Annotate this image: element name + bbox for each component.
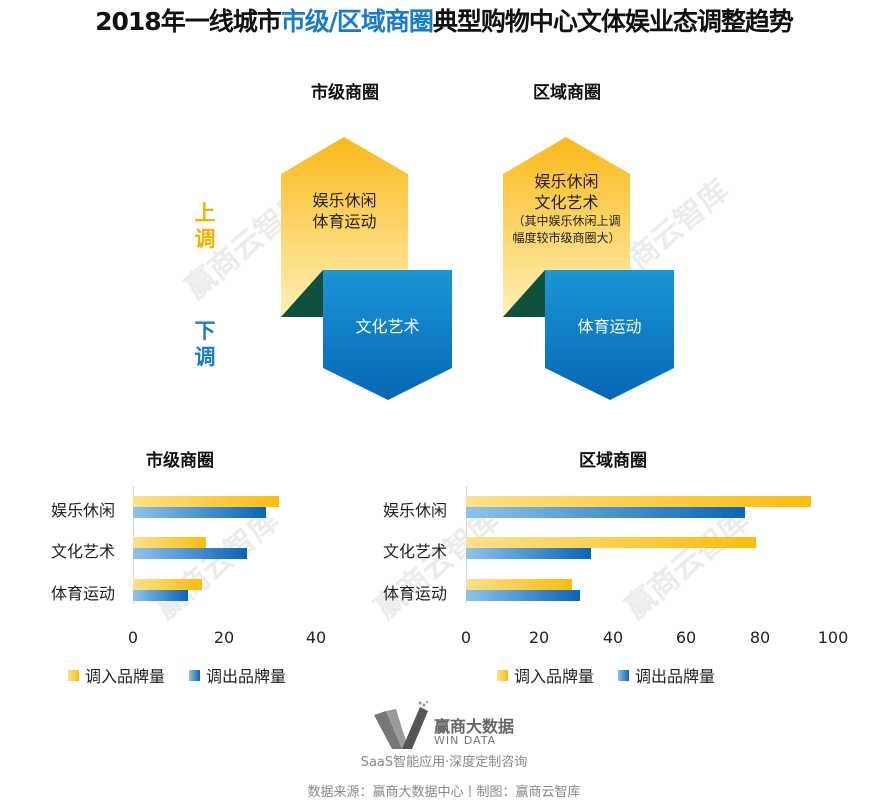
category-label: 文化艺术 [50,542,115,561]
down-char-2: 调 [194,345,216,369]
bar-in [466,537,756,548]
logo-tagline: SaaS智能应用·深度定制咨询 [360,755,528,770]
x-tick: 0 [127,628,139,647]
legend-label: 调出品牌量 [206,667,287,686]
category-label: 体育运动 [50,584,115,603]
bar-in [466,496,811,507]
legend-swatch-in [68,669,79,681]
legend-swatch-out [189,669,201,681]
x-tick: 20 [213,628,235,647]
city-arrows [281,137,452,400]
corner-triangle [281,270,323,317]
category-label: 体育运动 [382,584,447,603]
bar-out [133,548,248,559]
category-label: 文化艺术 [382,542,447,561]
down-char-1: 下 [194,319,216,343]
bar-in [133,579,202,590]
legend-city: 调入品牌量 调出品牌量 [68,663,286,687]
bar-out [466,590,580,601]
up-char-1: 上 [194,201,216,225]
regional-up-items: 娱乐休闲 文化艺术 （其中娱乐休闲上调 幅度较市级商圈大） [496,171,637,247]
footer-source: 数据来源：赢商大数据中心丨制图：赢商云智库 [307,785,581,800]
page-title: 2018年一线城市市级/区域商圈典型购物中心文体娱业态调整趋势 [0,2,888,38]
category-label: 娱乐休闲 [382,501,447,520]
bar-out [466,507,745,518]
legend-swatch-out [618,669,630,681]
logo-name-en: WIN DATA [434,734,497,747]
down-arrow-shape [545,270,674,400]
chart-title-city: 市级商圈 [146,451,214,471]
legend-label: 调入品牌量 [85,667,166,686]
corner-triangle [503,270,545,317]
bar-out [466,548,591,559]
bar-in [466,579,573,590]
chart-title-regional: 区域商圈 [579,451,647,471]
x-tick: 40 [602,628,624,647]
x-tick: 40 [305,628,327,647]
regional-up-note: （其中娱乐休闲上调 [512,214,621,228]
regional-up-note: 幅度较市级商圈大） [512,231,621,245]
regional-down-items: 体育运动 [545,316,674,337]
panel-heading-regional: 区域商圈 [533,83,601,103]
logo-w-icon [374,701,429,749]
up-char-2: 调 [194,227,216,251]
city-up-item: 娱乐休闲 [312,191,377,210]
city-up-items: 娱乐休闲 体育运动 [281,190,408,232]
logo: 赢商大数据 WIN DATA [372,699,522,751]
x-tick: 100 [817,628,849,647]
arrow-diagram [281,137,674,400]
x-tick: 20 [528,628,550,647]
x-tick: 80 [749,628,771,647]
category-label: 娱乐休闲 [50,501,115,520]
regional-up-item: 文化艺术 [534,193,599,212]
city-down-items: 文化艺术 [323,316,452,337]
legend-swatch-in [497,669,508,681]
regional-up-item: 娱乐休闲 [534,172,599,191]
regional-down-item: 体育运动 [577,317,642,336]
down-arrow-shape [323,270,452,400]
legend-label: 调出品牌量 [635,667,716,686]
panel-heading-city: 市级商圈 [311,83,379,103]
bar-out [133,507,266,518]
bar-in [133,537,207,548]
bar-in [133,496,280,507]
bar-out [133,590,188,601]
title-prefix: 2018年一线城市 [95,7,282,36]
legend-label: 调入品牌量 [514,667,595,686]
title-highlight: 市级/区域商圈 [280,7,434,36]
regional-arrows [503,137,674,400]
logo-name-cn: 赢商大数据 [434,717,515,736]
legend-regional: 调入品牌量 调出品牌量 [497,663,715,687]
up-label: 上 调 [190,200,220,252]
x-tick: 0 [460,628,472,647]
x-tick: 60 [675,628,697,647]
down-label: 下 调 [190,318,220,370]
title-suffix: 典型购物中心文体娱业态调整趋势 [432,7,794,36]
city-down-item: 文化艺术 [355,317,420,336]
city-up-item: 体育运动 [312,212,377,231]
